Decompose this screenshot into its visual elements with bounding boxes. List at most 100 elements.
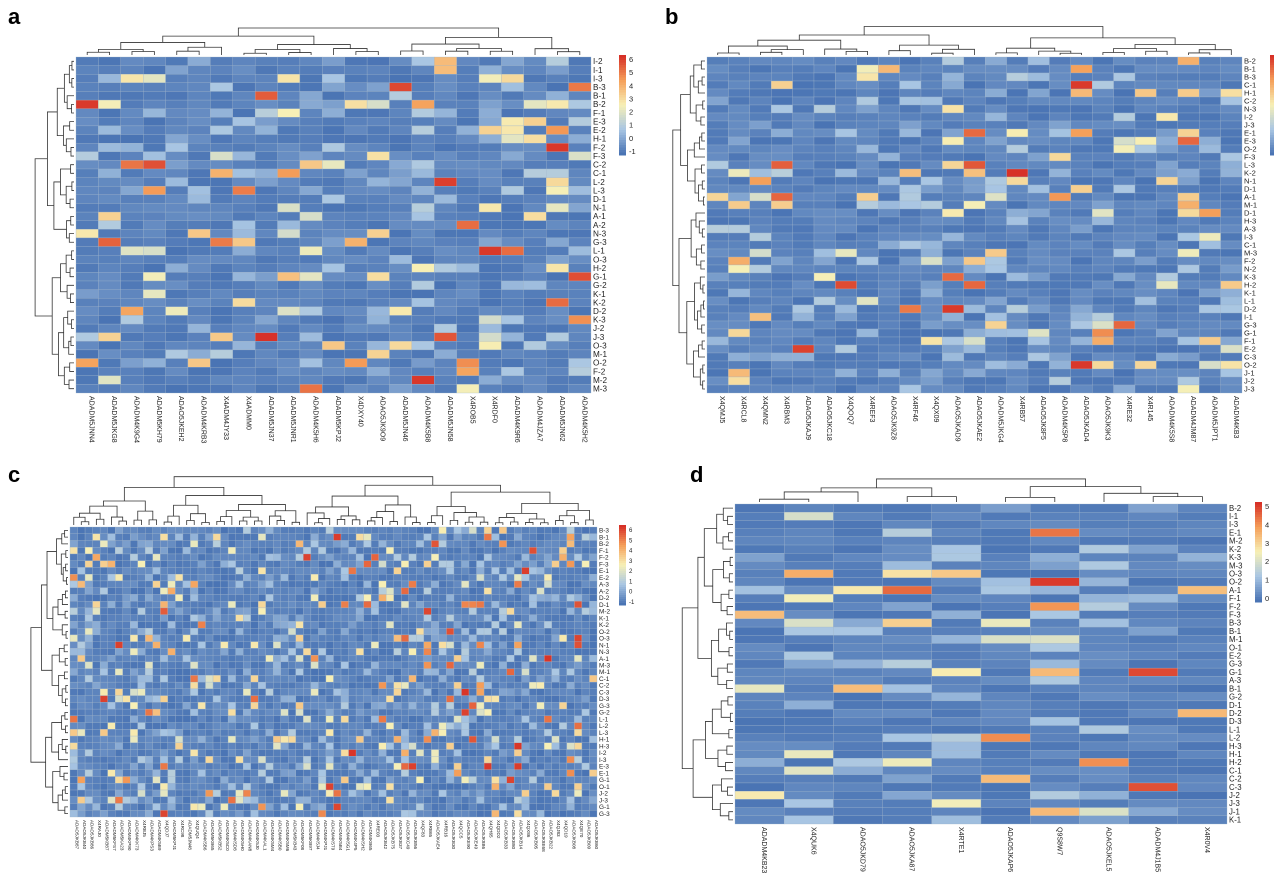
heatmap-cell	[122, 722, 131, 730]
heatmap-cell	[546, 134, 569, 144]
heatmap-cell	[878, 144, 900, 154]
heatmap-cell	[985, 384, 1007, 394]
heatmap-cell	[706, 368, 729, 378]
heatmap-cell	[878, 352, 900, 362]
heatmap-cell	[165, 211, 189, 221]
heatmap-cell	[544, 776, 552, 784]
heatmap-cell	[942, 248, 964, 258]
heatmap-cell	[232, 332, 256, 342]
heatmap-cell	[389, 125, 413, 135]
legend-gradient-step	[1270, 115, 1274, 118]
heatmap-cell	[288, 702, 297, 710]
heatmap-cell	[771, 256, 793, 266]
heatmap-cell	[107, 688, 116, 696]
heatmap-cell	[243, 695, 251, 703]
heatmap-cell	[182, 580, 191, 588]
heatmap-cell	[1070, 160, 1093, 170]
heatmap-cell	[483, 641, 492, 649]
heatmap-cell	[431, 648, 440, 656]
column-label: ADAO5JK9K3	[1103, 396, 1110, 440]
heatmap-cell	[536, 769, 545, 777]
heatmap-cell	[137, 547, 146, 555]
heatmap-cell	[190, 533, 199, 541]
heatmap-cell	[456, 82, 480, 92]
panel-c: c B-3 B-1 B-2 F-1 F-2 F-3 E-1 E-2 A-3 A-2 D-2 D-1 M-…	[0, 440, 637, 879]
heatmap-cell	[446, 574, 455, 582]
heatmap-cell	[322, 65, 345, 75]
heatmap-cell	[232, 203, 256, 213]
row-label: I-1	[1244, 313, 1253, 322]
heatmap-cell	[728, 144, 750, 154]
heatmap-cell	[197, 769, 206, 777]
heatmap-cell	[77, 668, 86, 676]
heatmap-cell	[197, 783, 206, 791]
heatmap-cell	[254, 56, 278, 66]
heatmap-cell	[386, 769, 394, 777]
heatmap-cell	[130, 628, 138, 636]
heatmap-cell	[190, 702, 199, 710]
heatmap-cell	[942, 56, 964, 66]
heatmap-cell	[1177, 168, 1200, 178]
legend-gradient-step	[1270, 57, 1274, 61]
heatmap-cell	[1177, 240, 1200, 250]
heatmap-cell	[501, 99, 524, 109]
heatmap-cell	[84, 749, 93, 757]
heatmap-cell	[401, 769, 409, 777]
heatmap-cell	[1049, 200, 1071, 210]
heatmap-cell	[389, 134, 413, 144]
heatmap-cell	[165, 125, 189, 135]
legend-gradient-step	[619, 55, 626, 58]
heatmap-cell	[546, 306, 569, 316]
heatmap-cell	[1092, 72, 1114, 82]
heatmap-cell	[250, 641, 259, 649]
heatmap-cell	[438, 533, 447, 541]
heatmap-cell	[160, 749, 169, 757]
heatmap-cell	[187, 280, 211, 290]
heatmap-cell	[310, 769, 319, 777]
heatmap-cell	[250, 601, 259, 609]
heatmap-cell	[69, 668, 78, 676]
heatmap-cell	[333, 722, 342, 730]
legend-gradient-step	[1270, 150, 1274, 153]
heatmap-cell	[107, 654, 116, 663]
heatmap-cell	[243, 628, 251, 636]
heatmap-cell	[856, 232, 879, 242]
heatmap-cell	[122, 702, 131, 710]
heatmap-cell	[299, 367, 323, 376]
heatmap-cell	[434, 255, 457, 264]
heatmap-cell	[438, 715, 447, 723]
heatmap-cell	[197, 553, 206, 561]
heatmap-cell	[273, 614, 281, 622]
heatmap-cell	[277, 220, 301, 230]
heatmap-cell	[190, 648, 199, 656]
heatmap-cell	[348, 587, 357, 595]
heatmap-cell	[69, 547, 78, 555]
row-label: F-1	[1244, 337, 1255, 346]
heatmap-cell	[310, 580, 319, 588]
heatmap-cell	[483, 729, 492, 737]
heatmap-cell	[250, 695, 259, 703]
heatmap-cell	[431, 729, 440, 737]
heatmap-cell	[523, 168, 547, 178]
heatmap-cell	[175, 681, 184, 690]
heatmap-cell	[160, 661, 169, 669]
heatmap-cell	[899, 88, 922, 98]
heatmap-cell	[568, 74, 592, 83]
heatmap-cell	[303, 769, 312, 777]
heatmap-cell	[1156, 56, 1178, 66]
heatmap-cell	[197, 695, 206, 703]
heatmap-cell	[985, 112, 1007, 122]
heatmap-cell	[325, 675, 334, 683]
heatmap-cell	[258, 675, 266, 683]
heatmap-cell	[544, 695, 552, 703]
heatmap-cell	[220, 547, 229, 555]
heatmap-cell	[212, 661, 221, 669]
heatmap-cell	[344, 194, 368, 204]
heatmap-cell	[303, 708, 312, 716]
heatmap-cell	[130, 526, 138, 534]
heatmap-cell	[318, 695, 327, 703]
heatmap-cell	[446, 621, 455, 629]
heatmap-cell	[942, 336, 964, 346]
heatmap-cell	[985, 248, 1007, 258]
